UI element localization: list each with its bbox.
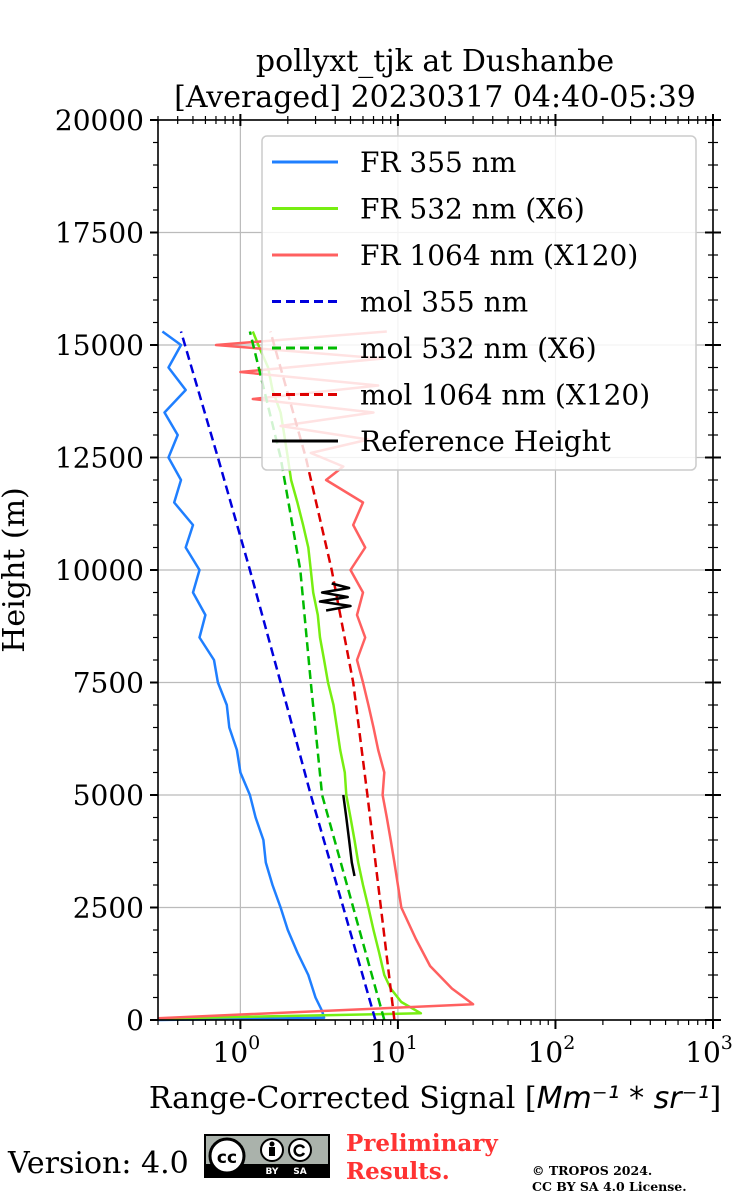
x-axis-label-text: Range-Corrected Signal [	[149, 1081, 537, 1116]
legend-label: FR 355 nm	[360, 146, 516, 179]
y-tick-label: 15000	[55, 329, 144, 362]
version-label: Version: 4.0	[8, 1146, 189, 1181]
x-tick-exponent: 1	[406, 1032, 418, 1054]
series-line	[179, 331, 377, 1021]
x-axis-label: Range-Corrected Signal [Mm⁻¹ * sr⁻¹]	[149, 1081, 721, 1116]
chart-title: pollyxt_tjk at Dushanbe	[256, 44, 614, 79]
x-tick-label: 100	[213, 1032, 261, 1069]
x-tick-exponent: 3	[721, 1032, 733, 1054]
cc-badge-by-text: BY	[266, 1167, 279, 1176]
cc-by-sa-badge-icon: cc BY SA	[204, 1134, 330, 1178]
legend-label: FR 532 nm (X6)	[360, 193, 585, 226]
series-line	[269, 331, 396, 1021]
x-tick-exponent: 2	[563, 1032, 575, 1054]
y-tick-label: 20000	[55, 104, 144, 137]
copyright-line-2: CC BY SA 4.0 License.	[532, 1179, 687, 1194]
cc-badge-sa-text: SA	[293, 1167, 306, 1176]
y-tick-label: 10000	[55, 554, 144, 587]
x-tick-label: 101	[370, 1032, 418, 1069]
y-tick-label: 7500	[73, 667, 144, 700]
cc-badge-cc-text: cc	[217, 1148, 237, 1168]
x-axis-label-close: ]	[709, 1081, 721, 1116]
series-line	[248, 331, 386, 1021]
legend-label: mol 532 nm (X6)	[360, 332, 597, 365]
y-tick-label: 0	[126, 1004, 144, 1037]
plot-frame	[157, 119, 714, 1021]
y-tick-label: 12500	[55, 442, 144, 475]
legend-label: mol 1064 nm (X120)	[360, 379, 650, 412]
series-line	[318, 582, 352, 612]
chart: 0250050007500100001250015000175002000010…	[0, 44, 733, 1116]
legend-label: Reference Height	[360, 425, 612, 458]
x-tick-label: 102	[528, 1032, 576, 1069]
y-tick-label: 2500	[73, 892, 144, 925]
legend-label: mol 355 nm	[360, 286, 528, 319]
legend-box	[261, 135, 697, 471]
x-tick-exponent: 0	[248, 1032, 260, 1054]
preliminary-results-note: Preliminary Results.	[346, 1130, 498, 1186]
copyright-note: © TROPOS 2024. CC BY SA 4.0 License.	[532, 1163, 687, 1195]
copyright-line-1: © TROPOS 2024.	[532, 1163, 653, 1178]
chart-subtitle: [Averaged] 20230317 04:40-05:39	[174, 80, 696, 115]
series-line	[157, 330, 326, 1022]
preliminary-line-2: Results.	[346, 1158, 450, 1185]
axis-ticks: 0250050007500100001250015000175002000010…	[55, 104, 733, 1069]
cc-badge-graphic: cc BY SA	[206, 1137, 328, 1177]
y-tick-label: 5000	[73, 779, 144, 812]
x-axis-label-unit: Mm⁻¹ * sr⁻¹	[537, 1081, 710, 1116]
legend: FR 355 nm FR 532 nm (X6) FR 1064 nm (X120)…	[261, 135, 697, 471]
preliminary-line-1: Preliminary	[346, 1130, 498, 1157]
series-line	[342, 794, 356, 877]
y-axis-label: Height (m)	[0, 487, 32, 652]
legend-label: FR 1064 nm (X120)	[360, 239, 638, 272]
y-tick-label: 17500	[55, 217, 144, 250]
x-tick-label: 103	[685, 1032, 733, 1069]
